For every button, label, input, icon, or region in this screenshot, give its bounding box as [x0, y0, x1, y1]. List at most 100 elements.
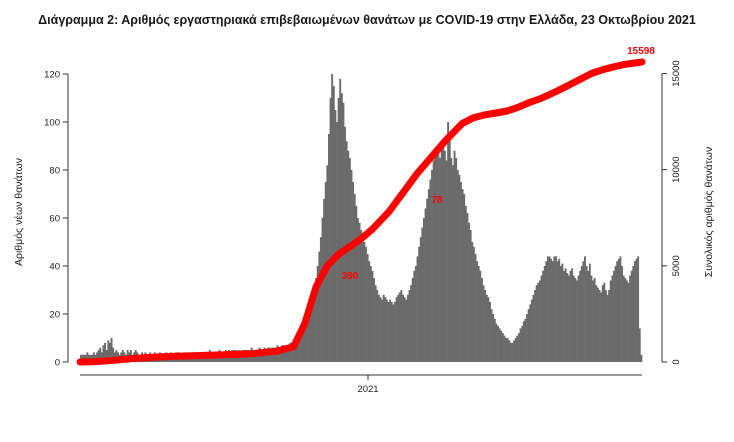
- bar: [105, 350, 108, 362]
- bar: [303, 328, 306, 362]
- bar: [450, 158, 453, 362]
- bar: [545, 261, 548, 362]
- bar: [466, 213, 469, 362]
- bar: [344, 126, 346, 362]
- bar: [532, 294, 535, 362]
- bar: [108, 342, 111, 362]
- bar: [279, 347, 282, 362]
- bar: [451, 165, 454, 362]
- bar: [381, 299, 384, 362]
- bar: [455, 158, 458, 362]
- bar: [332, 86, 335, 362]
- bar: [456, 170, 459, 362]
- bar: [327, 134, 330, 362]
- bar: [526, 314, 528, 362]
- bar: [318, 251, 321, 362]
- bar: [414, 266, 417, 362]
- bar: [80, 354, 82, 362]
- bar: [447, 122, 450, 362]
- bar: [92, 352, 95, 362]
- bar: [485, 294, 488, 362]
- bar: [638, 328, 641, 362]
- bar: [497, 326, 499, 362]
- bar: [440, 141, 443, 362]
- bar: [633, 261, 636, 362]
- bar: [369, 266, 372, 362]
- left-tick-label: 60: [49, 214, 60, 225]
- bar: [511, 342, 514, 362]
- bar: [463, 194, 466, 362]
- bar: [469, 230, 472, 362]
- bar: [442, 146, 445, 362]
- bar: [99, 347, 102, 362]
- bar: [387, 302, 390, 362]
- bar: [472, 246, 475, 362]
- bar: [622, 275, 625, 362]
- left-tick-label: 40: [49, 262, 60, 273]
- bar: [476, 261, 479, 362]
- bar: [395, 297, 398, 362]
- cumulative-line: [76, 58, 646, 366]
- bar: [484, 290, 487, 362]
- bar: [336, 122, 338, 362]
- bar: [540, 275, 543, 362]
- bar: [585, 266, 588, 362]
- bar: [461, 189, 464, 362]
- bar: [558, 258, 561, 362]
- bar: [561, 263, 564, 362]
- bar: [305, 326, 308, 362]
- bar: [500, 330, 503, 362]
- bar: [569, 270, 572, 362]
- bar: [331, 74, 334, 362]
- bar: [434, 155, 437, 362]
- bar: [311, 302, 314, 362]
- bar: [334, 110, 337, 362]
- bar: [606, 294, 609, 362]
- bar: [356, 218, 359, 362]
- bar: [480, 278, 483, 362]
- bar: [427, 189, 430, 362]
- bar: [567, 275, 570, 362]
- bar: [487, 297, 490, 362]
- bar-series: [80, 74, 643, 363]
- bar: [289, 342, 292, 362]
- right-axis-label: Συνολικός αριθμός θανάτων: [703, 147, 715, 277]
- cumulative-line-series: [76, 58, 646, 366]
- bar: [418, 246, 421, 362]
- bar: [302, 330, 305, 362]
- bar: [555, 256, 557, 362]
- left-tick-label: 120: [44, 70, 60, 81]
- bar: [397, 294, 400, 362]
- bar: [115, 350, 118, 362]
- right-y-axis: 0 5000 10000 15000: [661, 60, 682, 365]
- bar: [299, 333, 301, 362]
- bar: [577, 275, 580, 362]
- bar: [363, 242, 366, 362]
- bar: [516, 335, 519, 362]
- bar: [548, 256, 551, 362]
- bar: [474, 254, 477, 362]
- bar: [278, 347, 280, 362]
- bar: [376, 290, 379, 362]
- bar: [112, 347, 115, 362]
- bar: [604, 290, 607, 362]
- bar: [86, 352, 89, 362]
- bar: [368, 261, 371, 362]
- bar: [579, 270, 582, 362]
- bar: [587, 270, 590, 362]
- bar: [524, 318, 527, 362]
- bar: [550, 258, 553, 362]
- bar: [588, 263, 591, 362]
- bar: [439, 158, 442, 362]
- bar: [590, 275, 593, 362]
- bar: [616, 261, 619, 362]
- bar: [321, 218, 324, 362]
- bar: [498, 328, 501, 362]
- bar: [394, 302, 396, 362]
- bar: [390, 302, 393, 362]
- bar: [402, 294, 404, 362]
- bar: [371, 270, 374, 362]
- bar: [493, 318, 496, 362]
- bar: [96, 352, 99, 362]
- bar: [530, 299, 533, 362]
